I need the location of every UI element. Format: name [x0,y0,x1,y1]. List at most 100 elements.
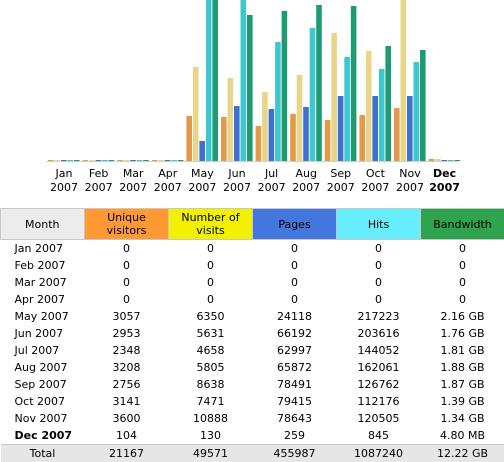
hits-bar [448,160,454,161]
total-hits-cell: 1087240 [337,445,421,462]
pages-cell: 78643 [253,410,337,427]
x-axis-year-label: 2007 [188,181,216,194]
pages-bar [269,109,275,161]
hits-bar [102,160,108,161]
x-axis-year-label: 2007 [292,181,320,194]
hits-cell: 144052 [337,342,421,359]
bandwidth-cell: 4.80 MB [421,427,504,445]
month-cell: Jul 2007 [1,342,85,359]
visits-cell: 0 [169,291,253,308]
unique-visitors-bar [186,116,192,161]
pages-bar [372,96,378,161]
hits-bar [171,160,177,161]
month-cell: Mar 2007 [1,274,85,291]
unique-visitors-cell: 104 [85,427,169,445]
pages-cell: 79415 [253,393,337,410]
x-axis-month-label: Dec [433,167,456,180]
pages-cell: 65872 [253,359,337,376]
x-axis-month-label: Nov [399,167,421,180]
header-month: Month [1,209,85,240]
bandwidth-cell: 0 [421,240,504,258]
x-axis-year-label: 2007 [258,181,286,194]
hits-cell: 0 [337,257,421,274]
x-axis-month-label: Oct [366,167,386,180]
visits-bar [55,160,61,161]
total-month-cell: Total [1,445,85,462]
bandwidth-bar [455,160,461,161]
table-header-row: Month Unique visitors Number of visits P… [1,209,504,240]
hits-cell: 0 [337,291,421,308]
hits-bar [137,160,143,161]
hits-bar [68,160,74,161]
unique-visitors-bar [83,160,89,161]
total-unique-visitors-cell: 21167 [85,445,169,462]
unique-visitors-bar [117,160,123,161]
pages-cell: 0 [253,257,337,274]
x-axis-month-label: Mar [123,167,144,180]
visits-bar [89,160,95,161]
unique-visitors-bar [152,160,158,161]
bandwidth-cell: 0 [421,274,504,291]
hits-bar [344,57,350,161]
hits-cell: 217223 [337,308,421,325]
visits-cell: 8638 [169,376,253,393]
unique-visitors-cell: 0 [85,240,169,258]
x-axis-month-label: Feb [89,167,108,180]
unique-visitors-bar [221,117,227,161]
x-axis-month-label: Jul [264,167,278,180]
x-axis-month-label: Jun [227,167,245,180]
x-axis-year-label: 2007 [429,181,460,194]
pages-cell: 24118 [253,308,337,325]
total-pages-cell: 455987 [253,445,337,462]
pages-bar [303,107,309,161]
x-axis-year-label: 2007 [154,181,182,194]
visits-cell: 0 [169,274,253,291]
pages-cell: 66192 [253,325,337,342]
unique-visitors-cell: 2953 [85,325,169,342]
visits-bar [331,33,337,161]
pages-cell: 78491 [253,376,337,393]
pages-bar [234,106,240,161]
bandwidth-bar [420,50,426,161]
visits-cell: 5805 [169,359,253,376]
x-axis-month-label: Apr [158,167,178,180]
pages-cell: 0 [253,274,337,291]
unique-visitors-cell: 3208 [85,359,169,376]
bandwidth-cell: 1.88 GB [421,359,504,376]
pages-bar [442,160,448,161]
hits-cell: 845 [337,427,421,445]
visits-bar [297,75,303,161]
visits-bar [158,160,164,161]
hits-cell: 112176 [337,393,421,410]
hits-cell: 120505 [337,410,421,427]
visits-bar [366,51,372,161]
bandwidth-cell: 1.39 GB [421,393,504,410]
x-axis-year-label: 2007 [396,181,424,194]
month-cell: Jun 2007 [1,325,85,342]
pages-bar [61,160,67,161]
bandwidth-bar [74,160,80,161]
hits-bar [241,0,247,161]
hits-bar [206,0,212,161]
bandwidth-cell: 0 [421,291,504,308]
visits-bar [124,160,130,161]
x-axis-year-label: 2007 [50,181,78,194]
pages-bar [96,160,102,161]
unique-visitors-bar [359,115,365,161]
unique-visitors-cell: 2348 [85,342,169,359]
x-axis-year-label: 2007 [119,181,147,194]
unique-visitors-bar [290,114,296,161]
unique-visitors-bar [429,159,435,161]
month-cell: Aug 2007 [1,359,85,376]
bandwidth-cell: 1.76 GB [421,325,504,342]
visits-cell: 7471 [169,393,253,410]
bandwidth-bar [143,160,149,161]
hits-bar [310,28,316,161]
